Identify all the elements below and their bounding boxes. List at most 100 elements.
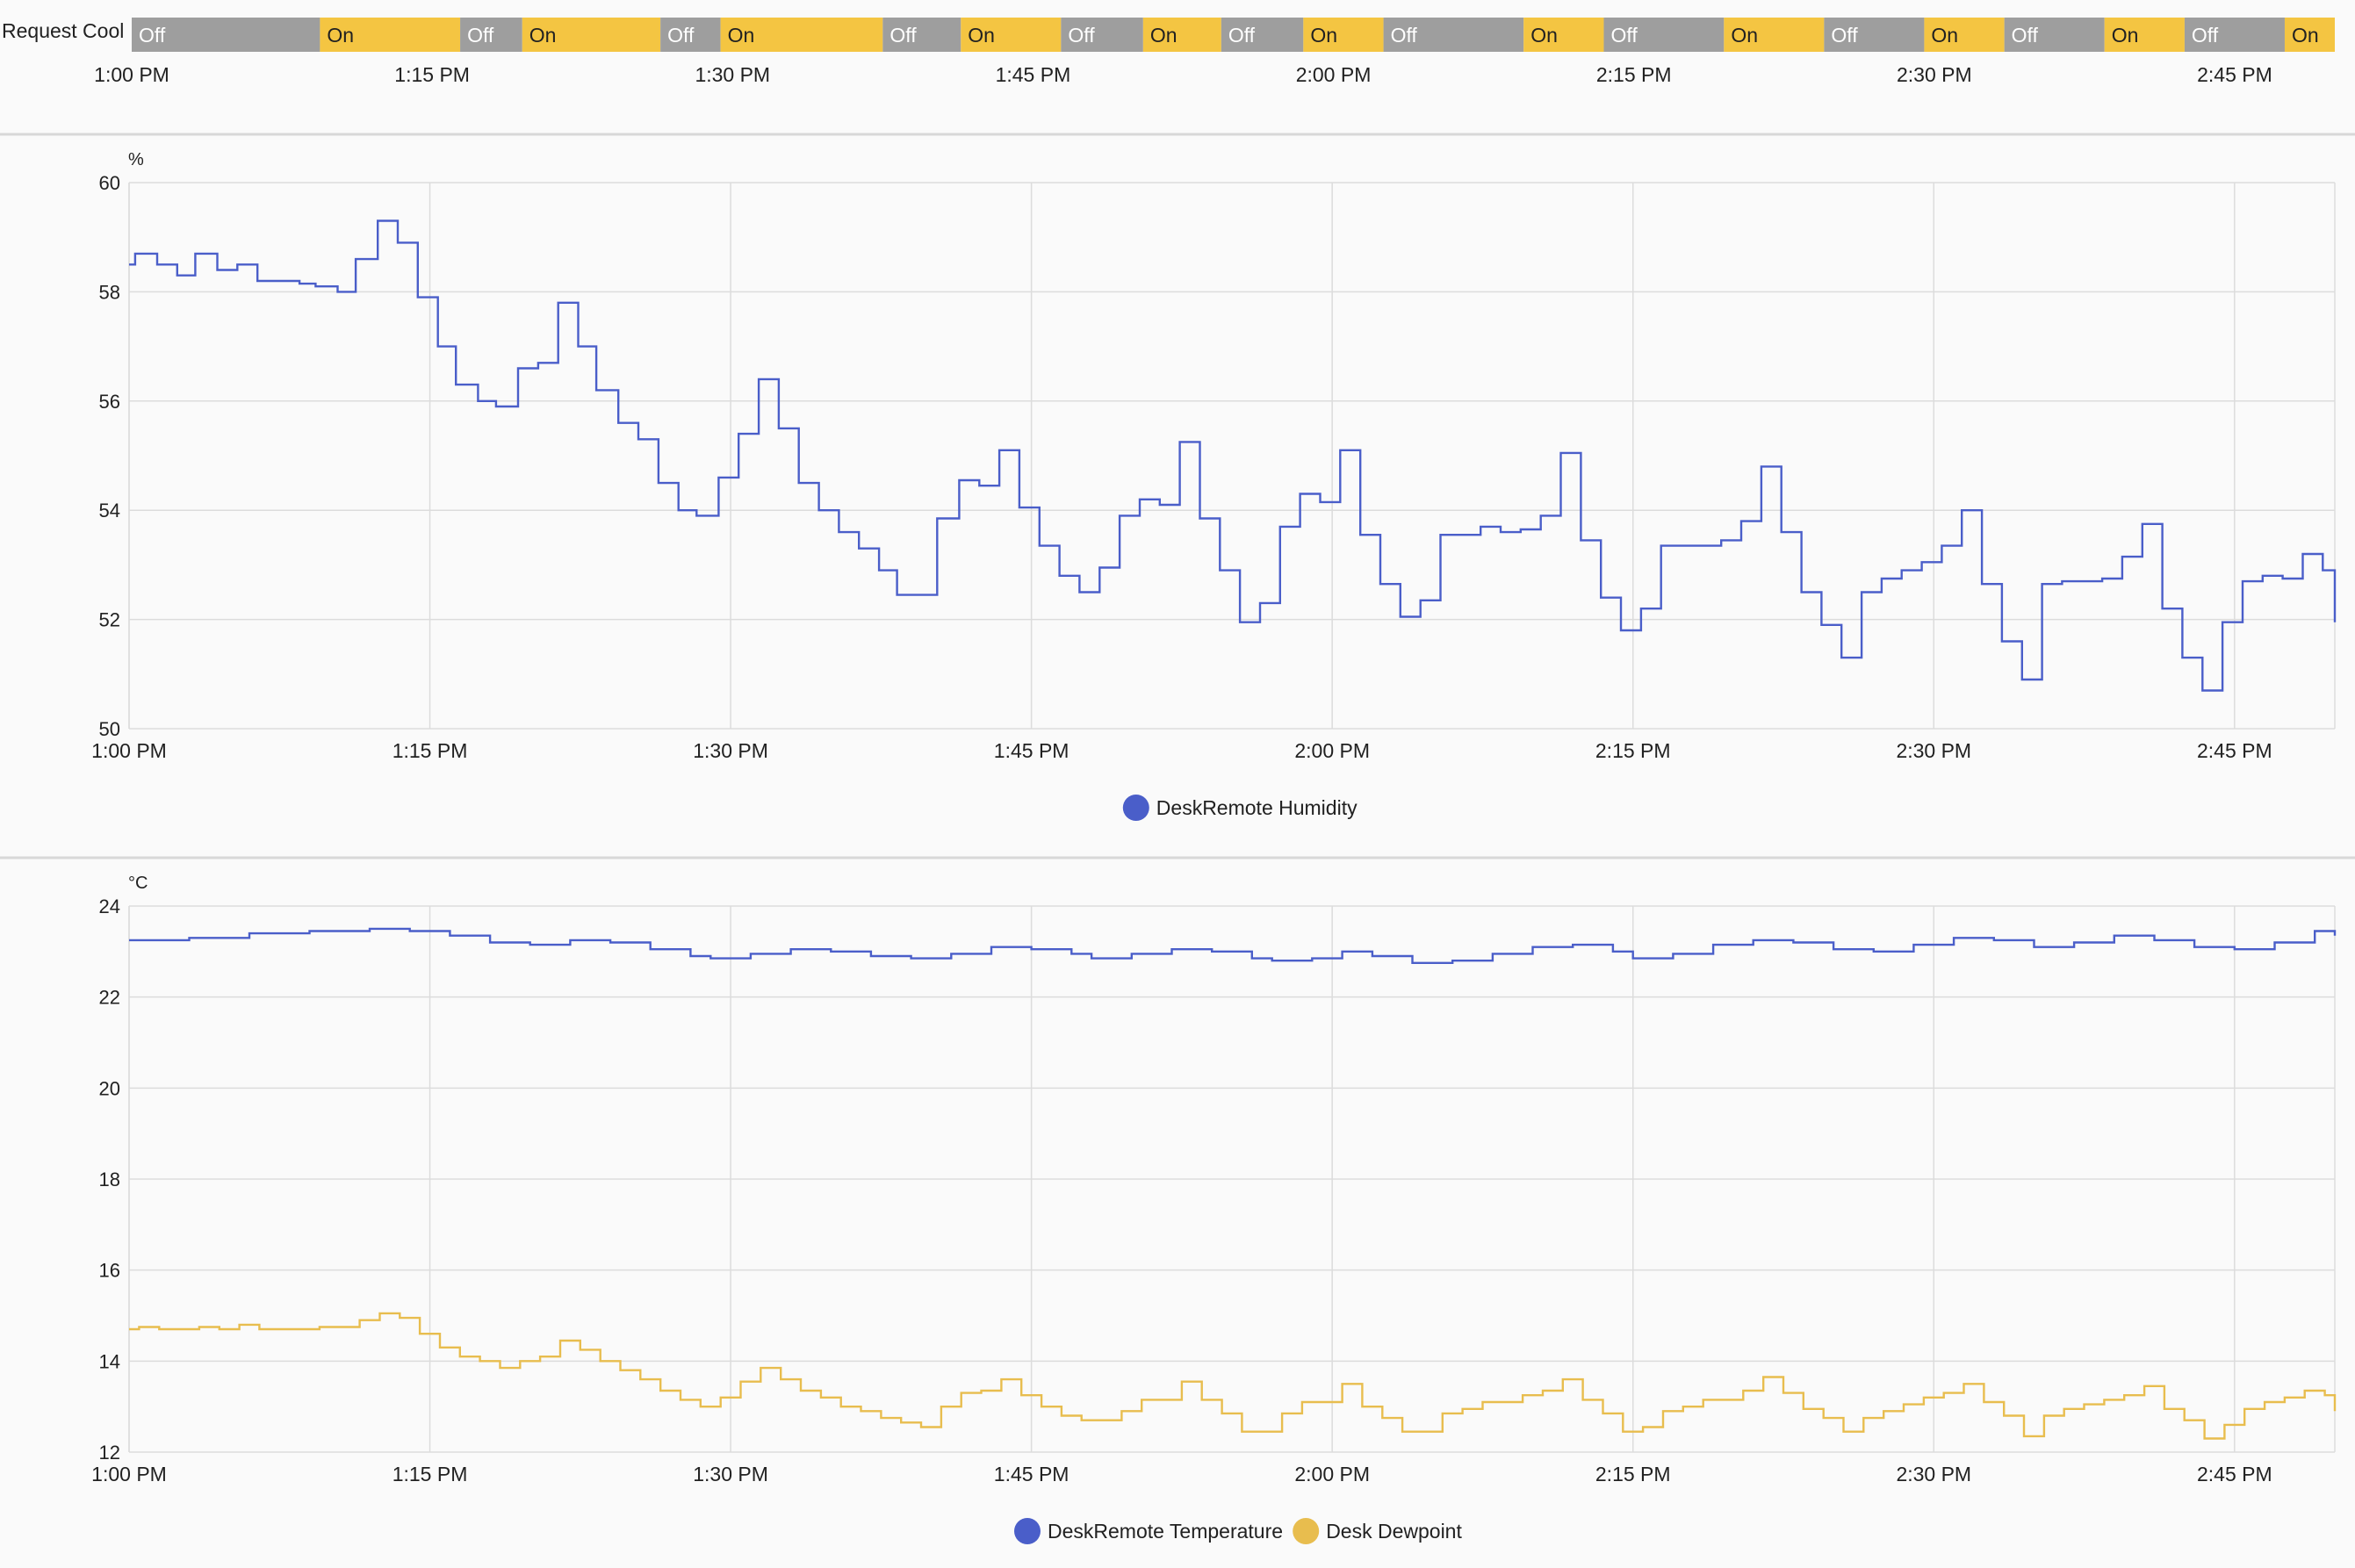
timeline-segment-off[interactable] bbox=[1603, 18, 1725, 52]
timeline-segment-off[interactable] bbox=[2184, 18, 2285, 52]
timeline-segment-off[interactable] bbox=[1221, 18, 1304, 52]
timeline-segment-label: On bbox=[1310, 24, 1337, 47]
x-tick-label: 2:30 PM bbox=[1896, 1463, 1971, 1485]
timeline-segment-off[interactable] bbox=[132, 18, 320, 52]
timeline-tick-label: 2:30 PM bbox=[1897, 63, 1972, 86]
timeline-segment-on[interactable] bbox=[1142, 18, 1221, 52]
timeline-segment-off[interactable] bbox=[1383, 18, 1524, 52]
timeline-tick-label: 2:15 PM bbox=[1596, 63, 1672, 86]
x-tick-label: 1:15 PM bbox=[392, 1463, 468, 1485]
timeline-tick-label: 2:00 PM bbox=[1296, 63, 1372, 86]
x-tick-label: 2:00 PM bbox=[1294, 1463, 1370, 1485]
y-tick-label: 24 bbox=[99, 895, 120, 917]
legend-label: DeskRemote Temperature bbox=[1048, 1520, 1283, 1543]
legend-label: Desk Dewpoint bbox=[1326, 1520, 1462, 1543]
timeline-segment-label: On bbox=[1931, 24, 1958, 47]
timeline-tick-label: 1:00 PM bbox=[94, 63, 169, 86]
timeline-tick-label: 2:45 PM bbox=[2197, 63, 2272, 86]
x-tick-label: 1:30 PM bbox=[693, 739, 768, 762]
timeline-segment-off[interactable] bbox=[1824, 18, 1925, 52]
series-line-desk-dewpoint bbox=[129, 1312, 2337, 1440]
timeline-segment-label: Off bbox=[2192, 24, 2219, 47]
x-tick-label: 2:45 PM bbox=[2197, 739, 2272, 762]
timeline-segment-label: Off bbox=[2012, 24, 2039, 47]
y-tick-label: 22 bbox=[99, 987, 120, 1009]
timeline-segment-label: On bbox=[728, 24, 755, 47]
y-tick-label: 52 bbox=[99, 609, 120, 631]
timeline-segment-on[interactable] bbox=[961, 18, 1062, 52]
x-tick-label: 2:30 PM bbox=[1896, 739, 1971, 762]
timeline-segment-label: Off bbox=[1228, 24, 1256, 47]
timeline-segment-off[interactable] bbox=[2004, 18, 2105, 52]
timeline-segment-label: Off bbox=[667, 24, 695, 47]
timeline-segment-label: Off bbox=[467, 24, 494, 47]
timeline-segment-label: On bbox=[327, 24, 354, 47]
y-tick-label: 12 bbox=[99, 1442, 120, 1464]
timeline-segment-label: On bbox=[2292, 24, 2319, 47]
timeline-segment-off[interactable] bbox=[660, 18, 721, 52]
timeline-segment-label: Off bbox=[889, 24, 917, 47]
timeline-label: Request Cool bbox=[2, 19, 124, 42]
x-tick-label: 1:30 PM bbox=[693, 1463, 768, 1485]
timeline-tick-label: 1:15 PM bbox=[394, 63, 470, 86]
x-tick-label: 2:00 PM bbox=[1294, 739, 1370, 762]
x-tick-label: 1:00 PM bbox=[91, 739, 167, 762]
y-tick-label: 20 bbox=[99, 1077, 120, 1099]
x-tick-label: 2:45 PM bbox=[2197, 1463, 2272, 1485]
timeline-segment-label: On bbox=[1530, 24, 1558, 47]
timeline-segment-on[interactable] bbox=[1724, 18, 1825, 52]
temperature-unit-label: °C bbox=[128, 874, 148, 893]
x-tick-label: 1:15 PM bbox=[392, 739, 468, 762]
y-tick-label: 50 bbox=[99, 718, 120, 740]
x-tick-label: 1:45 PM bbox=[994, 1463, 1069, 1485]
legend-swatch bbox=[1293, 1518, 1320, 1544]
timeline-segment-label: On bbox=[529, 24, 557, 47]
timeline-segment-label: Off bbox=[1391, 24, 1418, 47]
temperature-legend[interactable]: DeskRemote Temperature Desk Dewpoint bbox=[1014, 1518, 1462, 1544]
timeline-segment-on[interactable] bbox=[522, 18, 661, 52]
timeline-segment-label: Off bbox=[139, 24, 166, 47]
y-tick-label: 58 bbox=[99, 281, 120, 303]
legend-item[interactable]: DeskRemote Temperature bbox=[1014, 1518, 1283, 1544]
legend-label: DeskRemote Humidity bbox=[1156, 796, 1358, 819]
timeline-segment-label: Off bbox=[1068, 24, 1095, 47]
timeline-segment-label: On bbox=[1150, 24, 1178, 47]
x-tick-label: 1:45 PM bbox=[994, 739, 1069, 762]
legend-swatch bbox=[1122, 795, 1149, 821]
timeline-segment-on[interactable] bbox=[1303, 18, 1384, 52]
timeline-tick-label: 1:30 PM bbox=[695, 63, 770, 86]
timeline-segment-label: On bbox=[2112, 24, 2139, 47]
timeline-segment-on[interactable] bbox=[320, 18, 461, 52]
y-tick-label: 54 bbox=[99, 500, 120, 521]
temperature-chart: °C 24 22 20 18 16 14 12 1:00 PM 1:15 PM 1:30 PM 1… bbox=[91, 874, 2337, 1544]
legend-swatch bbox=[1014, 1518, 1041, 1544]
timeline-segment-on[interactable] bbox=[2104, 18, 2185, 52]
timeline-segment-on[interactable] bbox=[2284, 18, 2335, 52]
humidity-chart: % 60 58 56 54 52 50 1:00 PM 1:15 PM 1:30 PM 1:45… bbox=[91, 150, 2337, 821]
timeline-segment-off[interactable] bbox=[1061, 18, 1143, 52]
timeline-tick-label: 1:45 PM bbox=[996, 63, 1071, 86]
timeline-segment-off[interactable] bbox=[882, 18, 961, 52]
timeline-segment-on[interactable] bbox=[1523, 18, 1604, 52]
y-tick-label: 56 bbox=[99, 391, 120, 413]
timeline-segment-label: Off bbox=[1610, 24, 1638, 47]
humidity-unit-label: % bbox=[128, 150, 144, 169]
x-tick-label: 1:00 PM bbox=[91, 1463, 167, 1485]
humidity-legend[interactable]: DeskRemote Humidity bbox=[1122, 795, 1358, 821]
timeline-segment-on[interactable] bbox=[1924, 18, 2005, 52]
timeline-segment-label: Off bbox=[1831, 24, 1858, 47]
timeline-segment-label: On bbox=[1731, 24, 1758, 47]
legend-item[interactable]: DeskRemote Humidity bbox=[1122, 795, 1358, 821]
x-tick-label: 2:15 PM bbox=[1595, 739, 1671, 762]
timeline-segment-on[interactable] bbox=[720, 18, 883, 52]
legend-item[interactable]: Desk Dewpoint bbox=[1293, 1518, 1462, 1544]
series-line-deskremote-temperature bbox=[129, 927, 2337, 964]
series-line-deskremote-humidity bbox=[129, 219, 2337, 692]
y-tick-label: 16 bbox=[99, 1260, 120, 1282]
y-tick-label: 14 bbox=[99, 1350, 120, 1372]
timeline-segment-off[interactable] bbox=[460, 18, 522, 52]
request-cool-timeline: Request Cool Off On Off On Off On Off On Off On Of… bbox=[2, 18, 2335, 86]
x-tick-label: 2:15 PM bbox=[1595, 1463, 1671, 1485]
